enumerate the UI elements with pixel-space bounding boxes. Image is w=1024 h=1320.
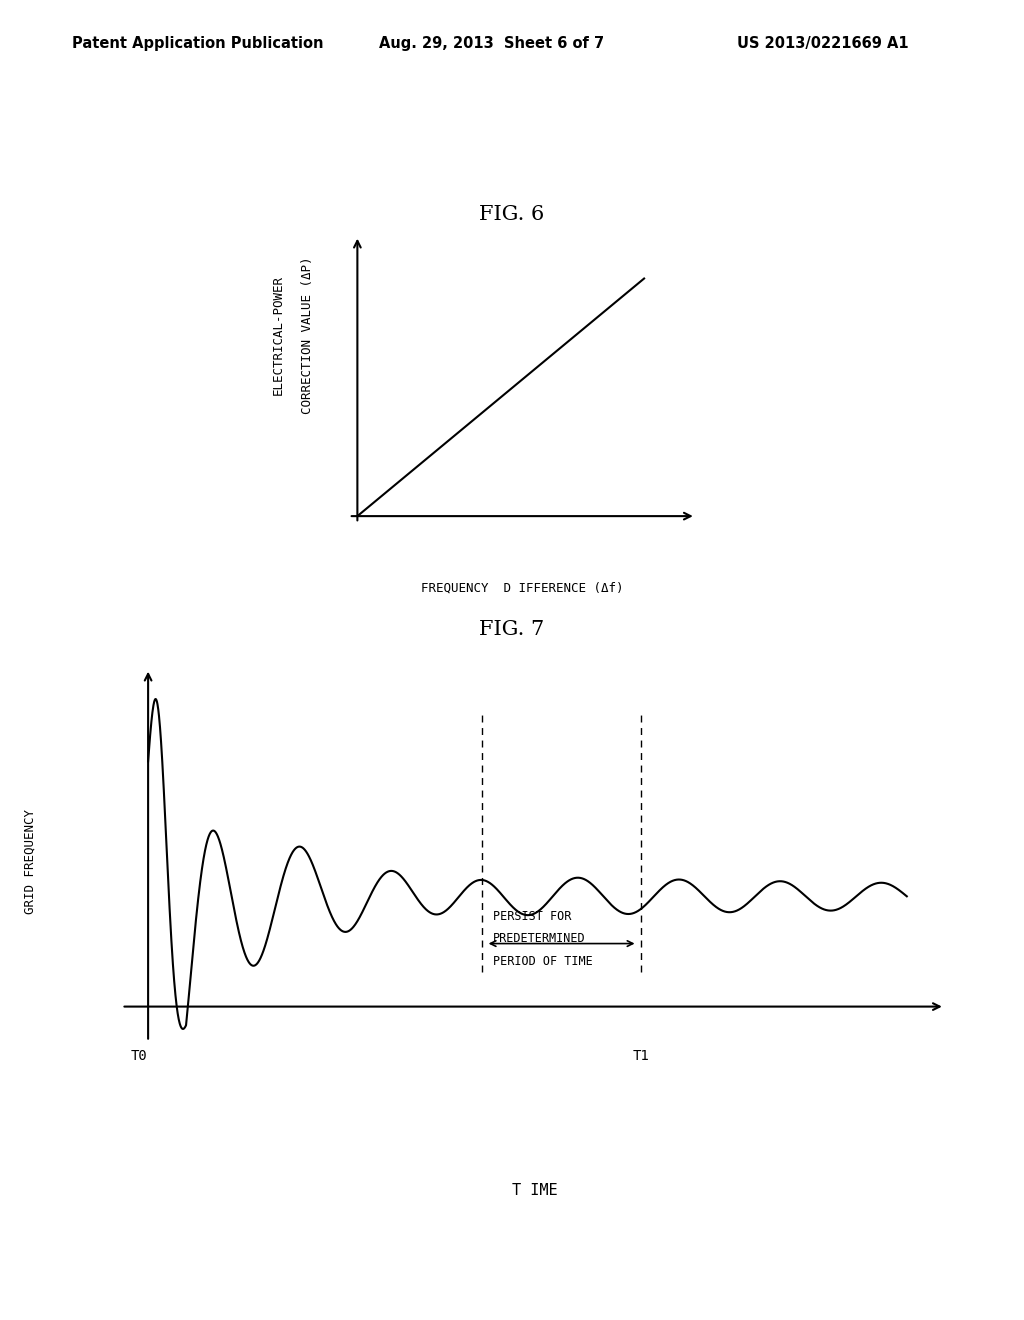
Text: US 2013/0221669 A1: US 2013/0221669 A1 <box>737 36 909 50</box>
Text: Aug. 29, 2013  Sheet 6 of 7: Aug. 29, 2013 Sheet 6 of 7 <box>379 36 604 50</box>
Text: Patent Application Publication: Patent Application Publication <box>72 36 324 50</box>
Text: T0: T0 <box>131 1048 147 1063</box>
Text: CORRECTION VALUE (ΔP): CORRECTION VALUE (ΔP) <box>301 256 313 413</box>
Text: FIG. 6: FIG. 6 <box>479 205 545 223</box>
Text: GRID FREQUENCY: GRID FREQUENCY <box>24 809 37 913</box>
Text: T1: T1 <box>633 1048 649 1063</box>
Text: FIG. 7: FIG. 7 <box>479 620 545 639</box>
Text: PERIOD OF TIME: PERIOD OF TIME <box>494 956 593 968</box>
Text: PERSIST FOR: PERSIST FOR <box>494 909 571 923</box>
Text: ELECTRICAL-POWER: ELECTRICAL-POWER <box>272 275 285 395</box>
Text: PREDETERMINED: PREDETERMINED <box>494 932 586 945</box>
Text: FREQUENCY  D IFFERENCE (Δf): FREQUENCY D IFFERENCE (Δf) <box>421 581 624 594</box>
Text: T IME: T IME <box>512 1183 558 1199</box>
